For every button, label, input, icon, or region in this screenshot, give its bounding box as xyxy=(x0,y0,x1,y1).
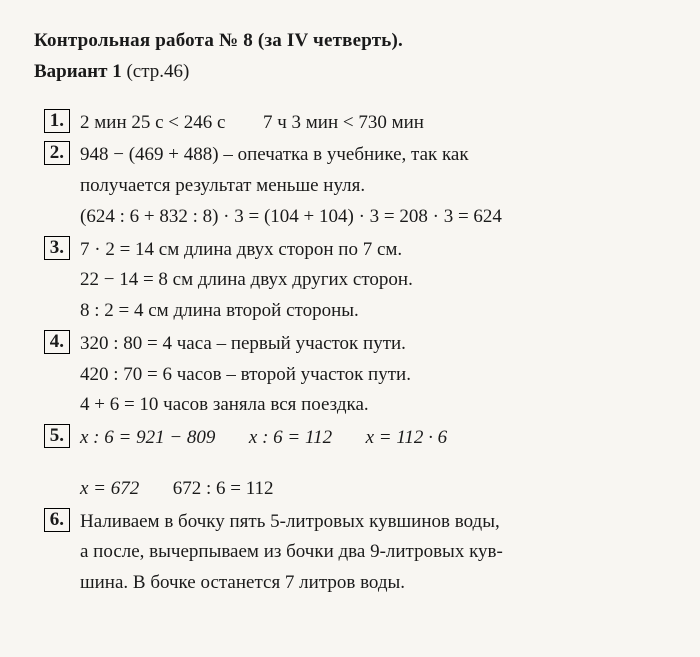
item-body: 7 · 2 = 14 см длина двух сторон по 7 см.… xyxy=(80,235,670,327)
item-6-line2: а после, вычерпываем из бочки два 9-литр… xyxy=(80,537,670,568)
item-number-col: 3. xyxy=(34,235,80,260)
item-2-line1: 948 − (469 + 488) – опечатка в учебнике,… xyxy=(80,140,670,171)
item-number-col: 5. xyxy=(34,423,80,448)
item-1: 1. 2 мин 25 с < 246 с 7 ч 3 мин < 730 ми… xyxy=(34,108,670,139)
item-number-box: 6. xyxy=(44,508,70,532)
item-3-line3: 8 : 2 = 4 см длина второй стороны. xyxy=(80,296,670,327)
item-4-line1: 320 : 80 = 4 часа – первый участок пути. xyxy=(80,329,670,360)
item-number-box: 5. xyxy=(44,424,70,448)
item-number-col-empty xyxy=(34,474,80,505)
item-4-line2: 420 : 70 = 6 часов – второй участок пути… xyxy=(80,360,670,391)
item-6: 6. Наливаем в бочку пять 5-литровых кувш… xyxy=(34,507,670,599)
item-number-box: 3. xyxy=(44,236,70,260)
item-5-expr2: x : 6 = 112 xyxy=(249,427,332,448)
item-body: 320 : 80 = 4 часа – первый участок пути.… xyxy=(80,329,670,421)
item-1-line: 2 мин 25 с < 246 с 7 ч 3 мин < 730 мин xyxy=(80,108,670,139)
blank-line xyxy=(34,454,670,472)
item-2-line3: (624 : 6 + 832 : 8) · 3 = (104 + 104) · … xyxy=(80,202,670,233)
item-5-row1: x : 6 = 921 − 809 x : 6 = 112 x = 112 · … xyxy=(80,423,670,454)
worksheet-page: Контрольная работа № 8 (за IV четверть).… xyxy=(0,0,700,657)
item-5-cont: x = 672 672 : 6 = 112 xyxy=(34,474,670,505)
item-body: x : 6 = 921 − 809 x : 6 = 112 x = 112 · … xyxy=(80,423,670,454)
item-5-expr3: x = 112 · 6 xyxy=(366,427,448,448)
worksheet-variant: Вариант 1 (стр.46) xyxy=(34,57,670,88)
item-body: Наливаем в бочку пять 5-литровых кувшино… xyxy=(80,507,670,599)
page-reference: (стр.46) xyxy=(126,61,189,82)
item-number-col: 2. xyxy=(34,140,80,165)
items-list: 1. 2 мин 25 с < 246 с 7 ч 3 мин < 730 ми… xyxy=(34,108,670,599)
item-body: 948 − (469 + 488) – опечатка в учебнике,… xyxy=(80,140,670,232)
item-5-expr4: x = 672 xyxy=(80,478,139,499)
item-2-line2: получается результат меньше нуля. xyxy=(80,171,670,202)
worksheet-header: Контрольная работа № 8 (за IV четверть).… xyxy=(34,26,670,88)
item-5-expr1: x : 6 = 921 − 809 xyxy=(80,427,215,448)
item-body: x = 672 672 : 6 = 112 xyxy=(80,474,670,505)
item-number-box: 2. xyxy=(44,141,70,165)
item-number-box: 4. xyxy=(44,330,70,354)
item-3-line2: 22 − 14 = 8 см длина двух других сторон. xyxy=(80,265,670,296)
item-number-col: 1. xyxy=(34,108,80,133)
item-6-line1: Наливаем в бочку пять 5-литровых кувшино… xyxy=(80,507,670,538)
item-1-expr-a: 2 мин 25 с < 246 с xyxy=(80,112,225,133)
item-number-box: 1. xyxy=(44,109,70,133)
item-body: 2 мин 25 с < 246 с 7 ч 3 мин < 730 мин xyxy=(80,108,670,139)
item-number-col: 6. xyxy=(34,507,80,532)
item-4-line3: 4 + 6 = 10 часов заняла вся поездка. xyxy=(80,390,670,421)
item-6-line3: шина. В бочке останется 7 литров воды. xyxy=(80,568,670,599)
item-5-row2: x = 672 672 : 6 = 112 xyxy=(80,474,670,505)
item-3-line1: 7 · 2 = 14 см длина двух сторон по 7 см. xyxy=(80,235,670,266)
item-number-col: 4. xyxy=(34,329,80,354)
item-2: 2. 948 − (469 + 488) – опечатка в учебни… xyxy=(34,140,670,232)
item-4: 4. 320 : 80 = 4 часа – первый участок пу… xyxy=(34,329,670,421)
item-5-expr5: 672 : 6 = 112 xyxy=(173,478,274,499)
item-5: 5. x : 6 = 921 − 809 x : 6 = 112 x = 112… xyxy=(34,423,670,454)
worksheet-title: Контрольная работа № 8 (за IV четверть). xyxy=(34,26,670,57)
item-1-expr-b: 7 ч 3 мин < 730 мин xyxy=(263,112,424,133)
variant-label: Вариант 1 xyxy=(34,61,122,82)
item-3: 3. 7 · 2 = 14 см длина двух сторон по 7 … xyxy=(34,235,670,327)
